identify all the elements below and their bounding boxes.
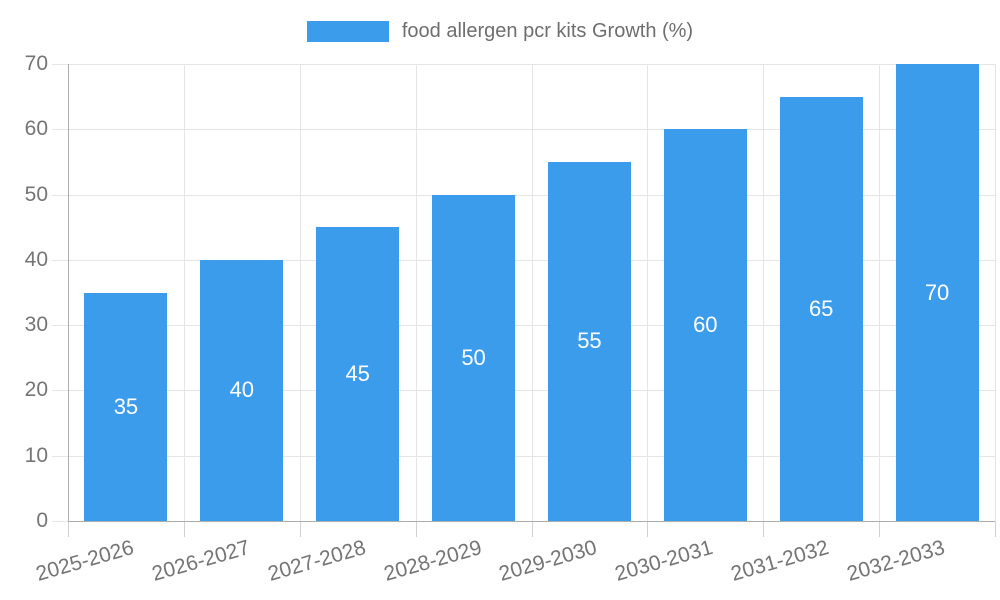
x-axis-tick-mark: [647, 521, 649, 537]
y-axis-tick-mark: [52, 194, 68, 196]
bar: [200, 259, 284, 521]
bar-value-label: 35: [113, 393, 139, 419]
y-axis-tick-label: 20: [24, 378, 48, 402]
x-axis-tick-mark: [183, 521, 185, 537]
bar-value-label: 40: [229, 377, 255, 403]
bar-value-label: 45: [345, 361, 370, 387]
y-axis-tick-mark: [52, 455, 68, 457]
bar: [547, 161, 631, 521]
vertical-gridline: [415, 64, 417, 521]
bar-value-label: 60: [693, 312, 718, 338]
y-axis-line: [68, 64, 69, 522]
y-axis-tick-mark: [52, 64, 68, 65]
y-axis-tick-label: 60: [24, 117, 48, 141]
y-axis-tick-label: 0: [36, 509, 48, 532]
vertical-gridline: [647, 64, 649, 521]
y-axis-tick-label: 30: [24, 313, 48, 337]
y-axis-tick-label: 10: [24, 443, 48, 467]
x-axis-tick-mark: [763, 521, 765, 537]
legend-swatch: [306, 20, 389, 42]
bar-value-label: 55: [577, 328, 602, 354]
bar: [316, 227, 400, 521]
x-axis-tick-mark: [415, 521, 417, 537]
y-axis-tick-label: 70: [24, 52, 48, 75]
x-axis-line: [68, 521, 995, 522]
y-axis-tick-mark: [52, 521, 68, 522]
x-axis-tick-mark: [68, 521, 69, 537]
vertical-gridline: [763, 64, 765, 521]
x-axis-tick-mark: [299, 521, 301, 537]
vertical-gridline: [995, 64, 996, 521]
y-axis-tick-mark: [52, 390, 68, 392]
bar-value-label: 70: [924, 279, 950, 305]
bar: [779, 96, 863, 521]
x-axis-tick-mark: [879, 521, 881, 537]
y-axis-tick-mark: [52, 259, 68, 261]
y-axis-tick-mark: [52, 325, 68, 327]
bar: [895, 64, 979, 521]
legend-item[interactable]: food allergen pcr kits Growth (%): [0, 12, 1000, 50]
bar: [663, 129, 747, 521]
vertical-gridline: [299, 64, 301, 521]
bar: [84, 292, 168, 521]
x-axis-tick-mark: [531, 521, 533, 537]
x-axis-tick-mark: [995, 521, 996, 537]
bar-value-label: 65: [808, 295, 834, 321]
bar-value-label: 50: [461, 344, 486, 370]
vertical-gridline: [183, 64, 185, 521]
y-axis-tick-label: 50: [24, 182, 48, 206]
y-axis-tick-mark: [52, 129, 68, 131]
vertical-gridline: [879, 64, 881, 521]
vertical-gridline: [531, 64, 533, 521]
bar: [432, 194, 516, 521]
y-axis-tick-label: 40: [24, 247, 48, 271]
legend-label: food allergen pcr kits Growth (%): [401, 20, 694, 42]
